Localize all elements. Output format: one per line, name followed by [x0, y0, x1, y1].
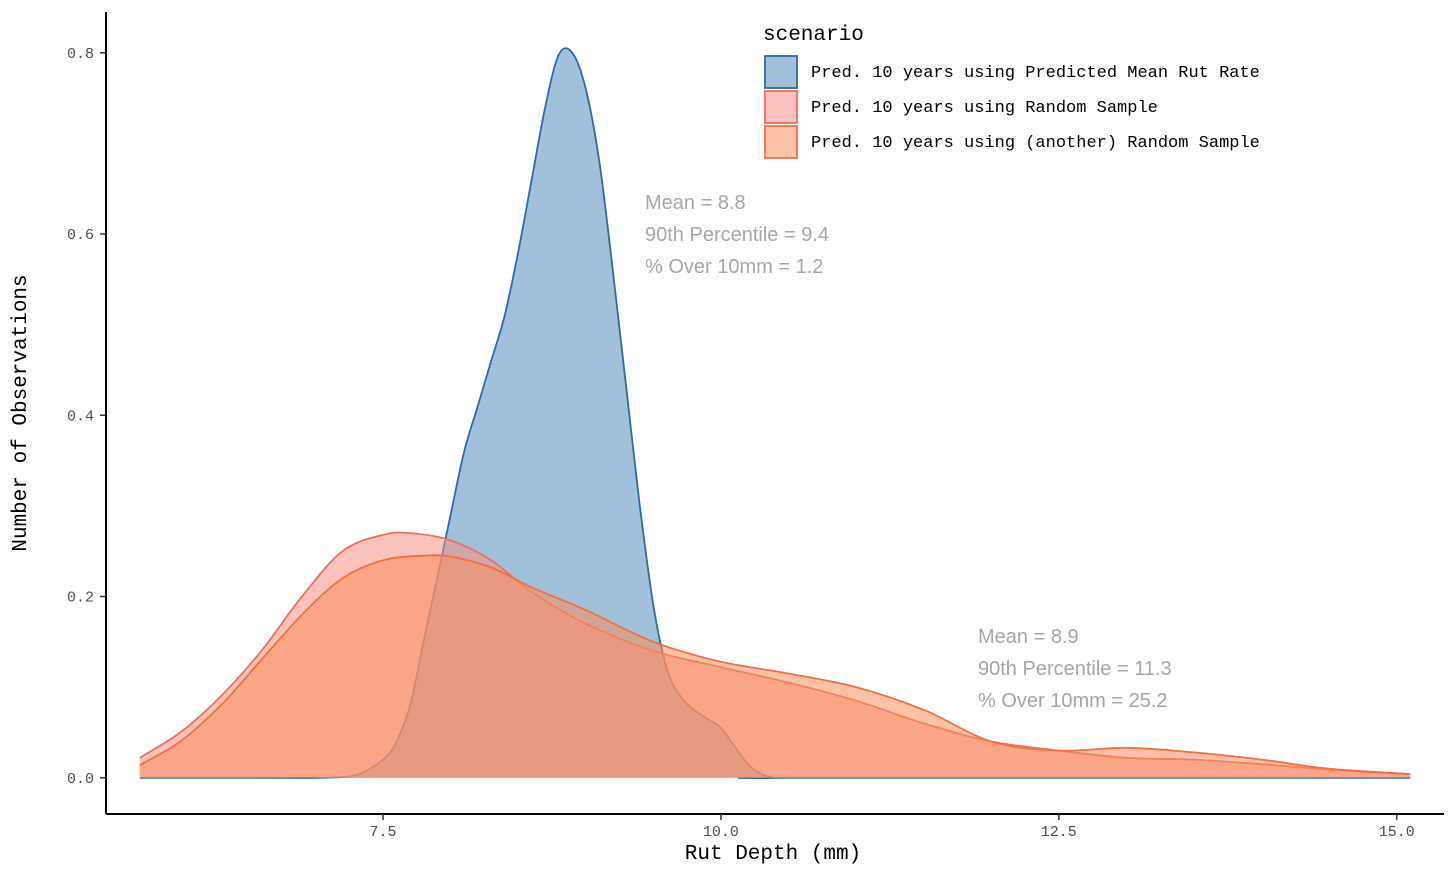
axes — [105, 12, 1444, 815]
x-tick-label: 10.0 — [703, 824, 739, 841]
annotations: Mean = 8.8 90th Percentile = 9.4 % Over … — [645, 192, 1172, 712]
y-axis-label: Number of Observations — [10, 274, 33, 551]
y-tick-label: 0.2 — [67, 590, 94, 607]
annotation-line: 90th Percentile = 9.4 — [645, 224, 829, 246]
y-tick-label: 0.4 — [67, 408, 94, 425]
legend-label: Pred. 10 years using (another) Random Sa… — [811, 134, 1260, 153]
annotation-predicted-mean: Mean = 8.8 90th Percentile = 9.4 % Over … — [645, 192, 829, 278]
legend-label: Pred. 10 years using Predicted Mean Rut … — [811, 64, 1260, 83]
x-tick-label: 12.5 — [1041, 824, 1077, 841]
x-ticks: 7.5 10.0 12.5 15.0 — [370, 814, 1415, 841]
legend-swatch — [764, 90, 798, 124]
annotation-line: 90th Percentile = 11.3 — [978, 658, 1172, 680]
legend: scenario Pred. 10 years using Predicted … — [763, 24, 1260, 159]
legend-swatch — [764, 55, 798, 89]
x-axis-label: Rut Depth (mm) — [685, 843, 861, 866]
x-tick-label: 15.0 — [1379, 824, 1415, 841]
y-tick-label: 0.8 — [67, 46, 94, 63]
annotation-line: % Over 10mm = 1.2 — [645, 256, 823, 278]
legend-swatch — [764, 125, 798, 159]
y-tick-label: 0.6 — [67, 227, 94, 244]
legend-label: Pred. 10 years using Random Sample — [811, 99, 1158, 118]
x-tick-label: 7.5 — [370, 824, 397, 841]
annotation-random-sample: Mean = 8.9 90th Percentile = 11.3 % Over… — [978, 626, 1172, 712]
annotation-line: % Over 10mm = 25.2 — [978, 690, 1168, 712]
legend-title: scenario — [763, 24, 864, 47]
y-ticks: 0.0 0.2 0.4 0.6 0.8 — [67, 46, 106, 788]
legend-items: Pred. 10 years using Predicted Mean Rut … — [764, 55, 1260, 159]
annotation-line: Mean = 8.9 — [978, 626, 1079, 648]
density-areas — [139, 47, 1411, 779]
y-tick-label: 0.0 — [67, 771, 94, 788]
density-area-3 — [139, 555, 1411, 778]
density-line-3 — [139, 554, 1411, 775]
annotation-line: Mean = 8.8 — [645, 192, 746, 214]
